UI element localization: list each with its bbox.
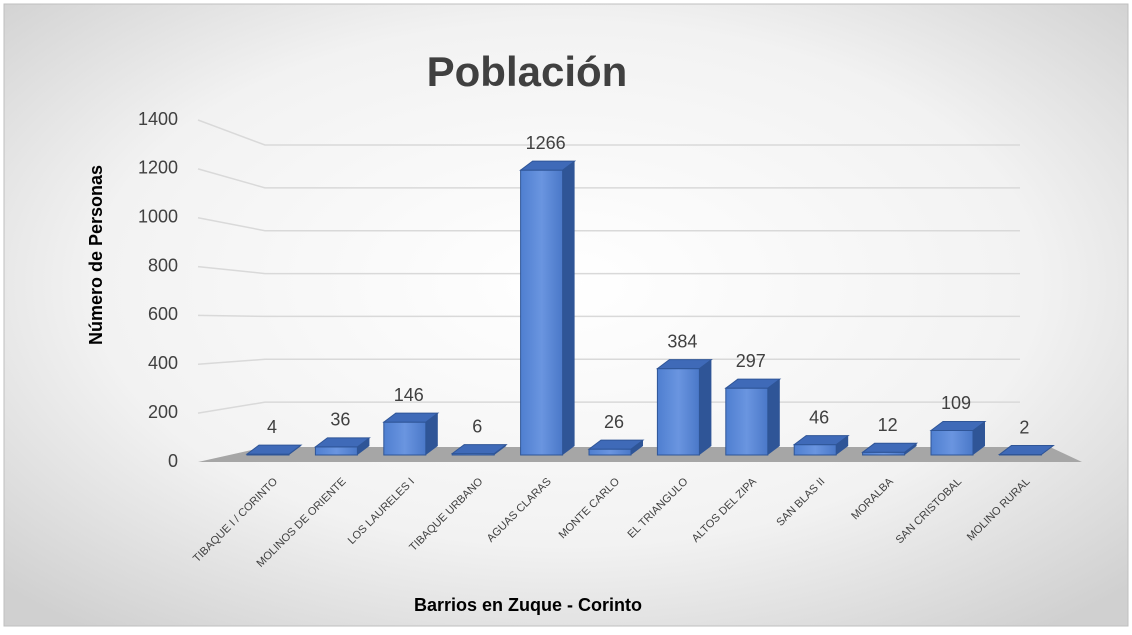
y-tick-label: 800 bbox=[148, 255, 178, 275]
bar bbox=[657, 369, 699, 455]
y-tick-label: 1400 bbox=[138, 109, 178, 129]
y-tick-label: 0 bbox=[168, 451, 178, 471]
y-tick-label: 600 bbox=[148, 304, 178, 324]
data-label: 146 bbox=[394, 385, 424, 405]
data-label: 109 bbox=[941, 393, 971, 413]
data-label: 12 bbox=[878, 415, 898, 435]
bar bbox=[794, 445, 836, 455]
bar-side bbox=[768, 379, 780, 455]
y-tick-label: 200 bbox=[148, 402, 178, 422]
data-label: 36 bbox=[330, 410, 350, 430]
data-label: 26 bbox=[604, 412, 624, 432]
bar bbox=[521, 170, 563, 455]
bar bbox=[931, 430, 973, 455]
chart-title: Población bbox=[427, 48, 628, 95]
data-label: 384 bbox=[667, 331, 697, 351]
data-label: 4 bbox=[267, 417, 277, 437]
y-tick-label: 400 bbox=[148, 353, 178, 373]
y-axis-title: Número de Personas bbox=[86, 165, 106, 345]
bar-side bbox=[563, 161, 575, 455]
data-label: 6 bbox=[472, 416, 482, 436]
data-label: 1266 bbox=[526, 133, 566, 153]
y-tick-label: 1200 bbox=[138, 158, 178, 178]
bar bbox=[315, 447, 357, 455]
x-axis-title: Barrios en Zuque - Corinto bbox=[414, 595, 642, 615]
bar-side bbox=[699, 360, 711, 455]
bar bbox=[726, 388, 768, 455]
data-label: 297 bbox=[736, 351, 766, 371]
data-label: 2 bbox=[1019, 417, 1029, 437]
data-label: 46 bbox=[809, 407, 829, 427]
bar bbox=[589, 449, 631, 455]
y-tick-label: 1000 bbox=[138, 206, 178, 226]
bar bbox=[384, 422, 426, 455]
